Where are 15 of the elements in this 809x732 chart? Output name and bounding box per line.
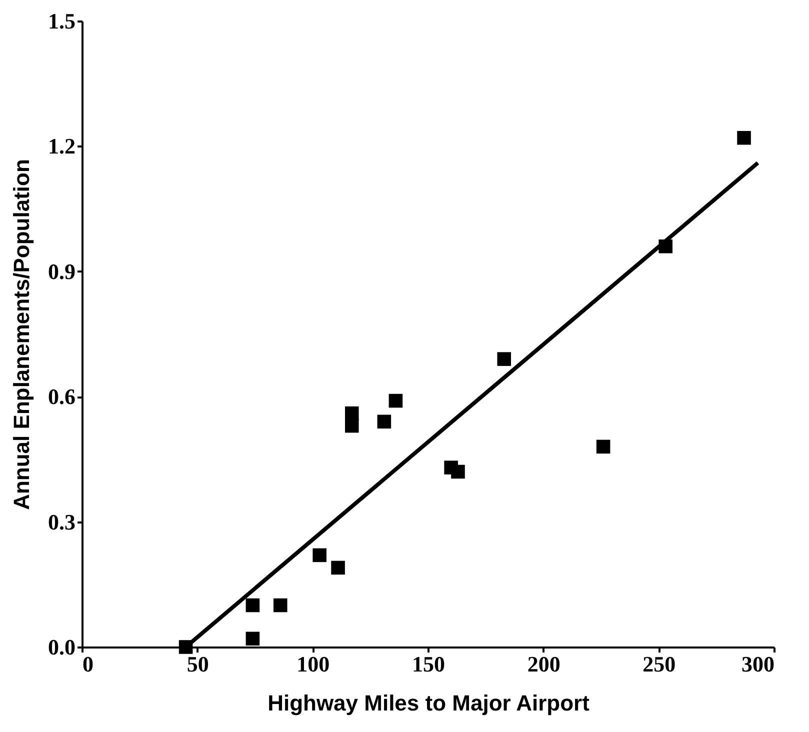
x-axis-title: Highway Miles to Major Airport <box>268 690 590 716</box>
y-tick-label: 1.2 <box>48 134 76 159</box>
x-tick-label: 200 <box>527 652 560 676</box>
x-tick-label: 0 <box>82 652 94 676</box>
y-tick-label: 0.6 <box>48 384 76 410</box>
y-tick-label: 0.3 <box>48 509 76 534</box>
x-tick-label: 50 <box>186 652 209 676</box>
y-tick-label: 1.5 <box>48 8 76 34</box>
y-axis-title: Annual Enplanements/Population <box>9 159 34 510</box>
y-tick-label: 0.9 <box>48 258 76 284</box>
x-tick-label: 300 <box>742 652 774 676</box>
x-tick-label: 150 <box>412 652 445 676</box>
x-tick-label: 100 <box>296 652 330 676</box>
y-tick-label: 0.0 <box>48 634 76 660</box>
x-tick-label: 250 <box>642 652 676 676</box>
